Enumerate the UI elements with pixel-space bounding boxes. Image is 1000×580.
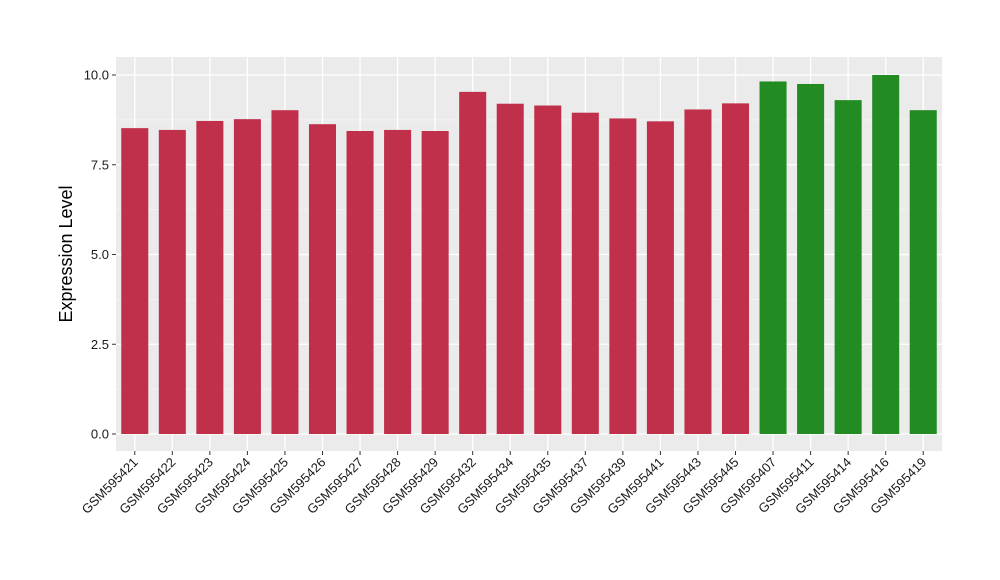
bar-GSM595439 [609,118,637,435]
bar-GSM595407 [759,81,787,434]
bar-GSM595423 [196,120,224,435]
bar-GSM595422 [158,129,186,434]
bars [121,75,937,435]
bar-GSM595432 [459,91,487,435]
y-tick-label: 5.0 [91,247,109,262]
bar-GSM595434 [496,103,524,434]
bar-GSM595428 [384,129,412,434]
bar-GSM595427 [346,131,374,434]
y-tick-label: 0.0 [91,427,109,442]
bar-GSM595441 [646,121,674,434]
bar-GSM595419 [909,110,937,434]
bar-GSM595445 [721,103,750,435]
y-axis-title: Expression Level [56,185,76,322]
bar-GSM595411 [797,83,825,434]
bar-GSM595435 [534,105,562,434]
y-tick-label: 2.5 [91,337,109,352]
bar-GSM595424 [233,119,261,435]
y-tick-label: 7.5 [91,157,109,172]
bar-GSM595426 [308,124,337,435]
bar-GSM595416 [872,75,900,434]
bar-GSM595425 [271,110,299,434]
y-tick-label: 10.0 [84,68,109,83]
bar-GSM595443 [684,109,712,435]
bar-GSM595414 [834,100,862,434]
y-axis-ticks: 0.0 2.5 5.0 7.5 10.0 [84,68,116,442]
bar-GSM595437 [571,112,599,434]
bar-GSM595429 [421,131,449,434]
bar-GSM595421 [121,128,149,434]
x-axis-ticks: GSM595421GSM595422GSM595423GSM595424GSM5… [79,451,929,517]
